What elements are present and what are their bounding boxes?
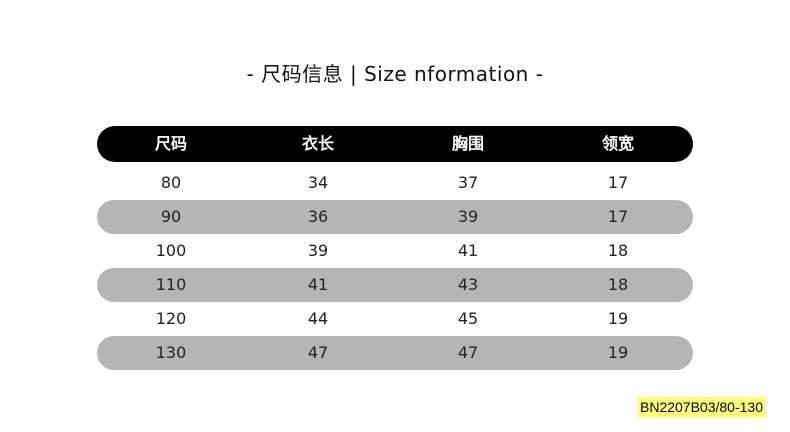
table-cell: 17 bbox=[607, 173, 629, 192]
header-length: 衣长 bbox=[301, 134, 334, 153]
table-cell: 110 bbox=[155, 275, 187, 294]
table-cell: 43 bbox=[457, 275, 479, 294]
table-cell: 130 bbox=[155, 343, 187, 362]
table-cell: 45 bbox=[457, 309, 479, 328]
table-cell: 17 bbox=[607, 207, 629, 226]
table-cell: 47 bbox=[457, 343, 479, 362]
page-title: - 尺码信息 | Size nformation - bbox=[246, 62, 544, 86]
table-cell: 44 bbox=[307, 309, 329, 328]
table-cell: 39 bbox=[307, 241, 329, 260]
table-cell: 19 bbox=[607, 309, 629, 328]
table-cell: 100 bbox=[155, 241, 187, 260]
table-cell: 41 bbox=[307, 275, 329, 294]
table-cell: 39 bbox=[457, 207, 479, 226]
table-row: 130 47 47 19 bbox=[97, 336, 693, 370]
table-row: 80 34 37 17 bbox=[97, 166, 693, 200]
header-collar: 领宽 bbox=[601, 134, 634, 153]
table-cell: 18 bbox=[607, 241, 629, 260]
product-code: BN2207B03/80-130 bbox=[637, 397, 766, 418]
table-cell: 37 bbox=[457, 173, 479, 192]
table-cell: 18 bbox=[607, 275, 629, 294]
table-row: 120 44 45 19 bbox=[97, 302, 693, 336]
table-cell: 34 bbox=[307, 173, 329, 192]
table-cell: 36 bbox=[307, 207, 329, 226]
header-size: 尺码 bbox=[154, 134, 187, 153]
table-row: 110 41 43 18 bbox=[97, 268, 693, 302]
table-cell: 120 bbox=[155, 309, 187, 328]
table-cell: 41 bbox=[457, 241, 479, 260]
table-cell: 19 bbox=[607, 343, 629, 362]
table-cell: 90 bbox=[160, 207, 182, 226]
table-header: 尺码 衣长 胸围 领宽 bbox=[97, 126, 693, 162]
table-row: 90 36 39 17 bbox=[97, 200, 693, 234]
table-row: 100 39 41 18 bbox=[97, 234, 693, 268]
table-cell: 80 bbox=[160, 173, 182, 192]
header-chest: 胸围 bbox=[451, 134, 484, 153]
table-cell: 47 bbox=[307, 343, 329, 362]
